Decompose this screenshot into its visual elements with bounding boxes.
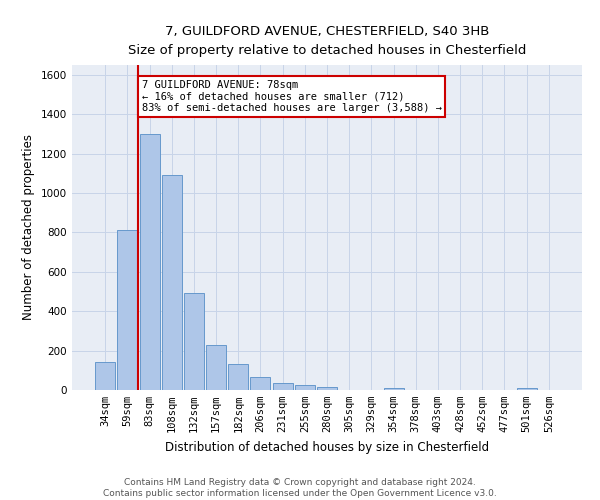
Bar	[206, 344, 226, 390]
Bar	[383, 388, 404, 390]
Bar	[184, 292, 204, 390]
Bar	[140, 134, 160, 390]
Title: 7, GUILDFORD AVENUE, CHESTERFIELD, S40 3HB
Size of property relative to detached: 7, GUILDFORD AVENUE, CHESTERFIELD, S40 3…	[128, 25, 526, 57]
Bar	[228, 364, 248, 390]
Text: 7 GUILDFORD AVENUE: 78sqm
← 16% of detached houses are smaller (712)
83% of semi: 7 GUILDFORD AVENUE: 78sqm ← 16% of detac…	[142, 80, 442, 113]
Bar	[517, 388, 536, 390]
Bar	[317, 387, 337, 390]
X-axis label: Distribution of detached houses by size in Chesterfield: Distribution of detached houses by size …	[165, 440, 489, 454]
Bar	[250, 377, 271, 390]
Bar	[295, 385, 315, 390]
Bar	[162, 176, 182, 390]
Y-axis label: Number of detached properties: Number of detached properties	[22, 134, 35, 320]
Bar	[95, 362, 115, 390]
Bar	[118, 230, 137, 390]
Bar	[272, 382, 293, 390]
Text: Contains HM Land Registry data © Crown copyright and database right 2024.
Contai: Contains HM Land Registry data © Crown c…	[103, 478, 497, 498]
